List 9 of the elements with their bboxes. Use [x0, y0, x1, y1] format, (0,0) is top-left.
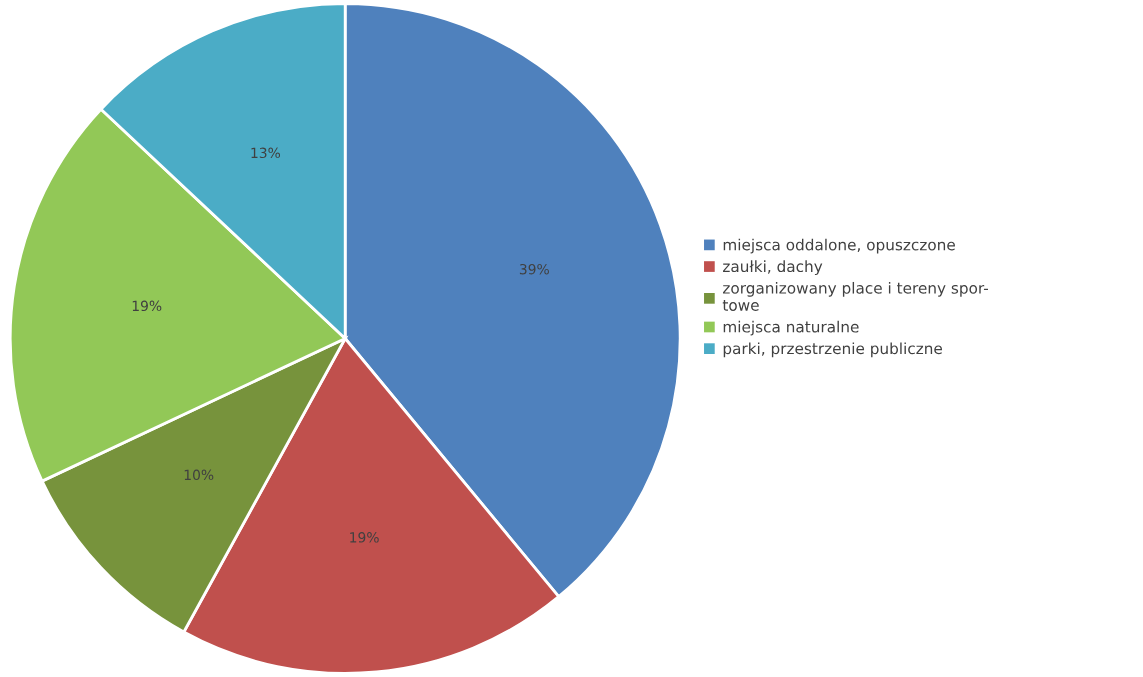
legend-label: zaułki, dachy: [723, 260, 823, 276]
data-label: 19%: [350, 532, 379, 543]
data-label: 39%: [519, 263, 549, 275]
data-label: 19%: [132, 300, 162, 312]
data-label: 13%: [251, 147, 281, 159]
legend-label: parki, przestrzenie publiczne: [723, 342, 942, 358]
legend-label: miejsca naturalne: [723, 320, 859, 336]
data-label: 10%: [184, 469, 214, 481]
legend-label: miejsca oddalone, opuszczone: [723, 238, 955, 254]
